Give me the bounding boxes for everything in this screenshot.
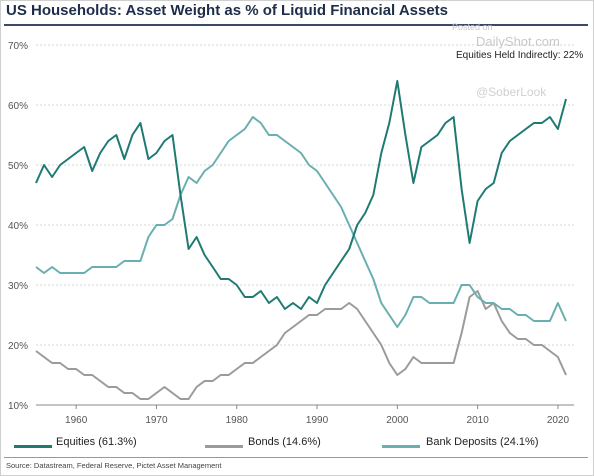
y-tick-label: 50% [8,161,28,172]
legend-label-equities: Equities (61.3%) [56,436,137,448]
watermark-posted: Posted on [452,22,493,32]
x-tick-label: 1970 [145,415,168,426]
x-tick-label: 1980 [226,415,249,426]
x-tick-label: 2000 [386,415,409,426]
y-tick-label: 70% [8,41,28,52]
x-tick-label: 1960 [65,415,88,426]
x-tick-label: 1990 [306,415,329,426]
legend-swatch-bank-deposits [382,445,420,448]
x-tick-label: 2010 [467,415,490,426]
series-line-equities [35,80,567,310]
y-tick-label: 20% [8,341,28,352]
series-line-bonds [35,290,567,400]
annotation-indirect-equities: Equities Held Indirectly: 22% [456,50,584,61]
legend-swatch-bonds [205,445,243,448]
watermark-handle: @SoberLook [476,85,547,99]
chart-title: US Households: Asset Weight as % of Liqu… [6,2,449,19]
title-divider [4,24,588,26]
legend-divider [4,457,588,458]
y-tick-label: 10% [8,401,28,412]
legend-swatch-equities [14,445,52,448]
y-tick-label: 40% [8,221,28,232]
y-tick-label: 30% [8,281,28,292]
source-note: Source: Datastream, Federal Reserve, Pic… [6,461,222,470]
watermark-site: DailyShot.com [476,34,560,49]
series-line-bank-deposits [35,116,567,328]
y-tick-label: 60% [8,101,28,112]
x-tick-label: 2020 [547,415,570,426]
legend-label-bank-deposits: Bank Deposits (24.1%) [426,436,539,448]
legend-label-bonds: Bonds (14.6%) [248,436,321,448]
